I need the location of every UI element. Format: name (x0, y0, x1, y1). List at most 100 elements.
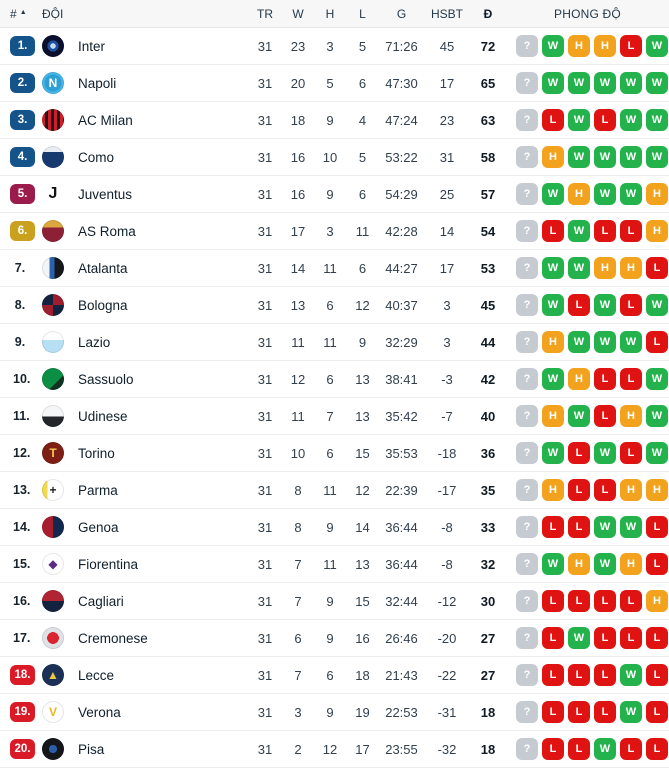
form-badge-unknown[interactable]: ? (516, 664, 538, 686)
team-name[interactable]: Bologna (78, 297, 128, 313)
form-badge-win[interactable]: W (542, 72, 564, 94)
form-badge-win[interactable]: W (646, 294, 668, 316)
form-badge-win[interactable]: W (620, 331, 642, 353)
form-badge-loss[interactable]: L (542, 516, 564, 538)
form-badge-draw[interactable]: H (568, 368, 590, 390)
form-badge-loss[interactable]: L (594, 368, 616, 390)
form-badge-win[interactable]: W (594, 442, 616, 464)
form-badge-draw[interactable]: H (620, 257, 642, 279)
team-name[interactable]: Torino (78, 445, 115, 461)
form-badge-unknown[interactable]: ? (516, 738, 538, 760)
form-badge-draw[interactable]: H (620, 553, 642, 575)
form-badge-loss[interactable]: L (594, 590, 616, 612)
table-row[interactable]: 4. Como 31 16 10 5 53:22 31 58 ? H W W W W (0, 139, 669, 176)
form-badge-win[interactable]: W (594, 72, 616, 94)
form-badge-loss[interactable]: L (620, 294, 642, 316)
form-badge-win[interactable]: W (542, 257, 564, 279)
table-row[interactable]: 13. + Parma 31 8 11 12 22:39 -17 35 ? H L L… (0, 472, 669, 509)
form-badge-win[interactable]: W (646, 405, 668, 427)
table-row[interactable]: 3. AC Milan 31 18 9 4 47:24 23 63 ? L W L W W (0, 102, 669, 139)
team-name[interactable]: Cremonese (78, 630, 148, 646)
form-badge-draw[interactable]: H (568, 35, 590, 57)
form-badge-loss[interactable]: L (542, 701, 564, 723)
form-badge-loss[interactable]: L (542, 664, 564, 686)
form-badge-draw[interactable]: H (646, 479, 668, 501)
form-badge-unknown[interactable]: ? (516, 553, 538, 575)
form-badge-draw[interactable]: H (646, 590, 668, 612)
team-name[interactable]: Napoli (78, 75, 117, 91)
form-badge-loss[interactable]: L (620, 442, 642, 464)
form-badge-loss[interactable]: L (646, 516, 668, 538)
form-badge-win[interactable]: W (594, 294, 616, 316)
form-badge-loss[interactable]: L (594, 405, 616, 427)
table-row[interactable]: 10. Sassuolo 31 12 6 13 38:41 -3 42 ? W H L… (0, 361, 669, 398)
form-badge-win[interactable]: W (646, 72, 668, 94)
form-badge-loss[interactable]: L (646, 331, 668, 353)
form-badge-win[interactable]: W (594, 331, 616, 353)
form-badge-loss[interactable]: L (568, 479, 590, 501)
team-name[interactable]: Como (78, 149, 115, 165)
column-header-rank[interactable]: # ▲ (0, 7, 40, 21)
form-badge-loss[interactable]: L (568, 664, 590, 686)
table-row[interactable]: 20. Pisa 31 2 12 17 23:55 -32 18 ? L L W L L (0, 731, 669, 768)
table-row[interactable]: 5. J Juventus 31 16 9 6 54:29 25 57 ? W H W… (0, 176, 669, 213)
form-badge-win[interactable]: W (542, 294, 564, 316)
form-badge-win[interactable]: W (568, 331, 590, 353)
column-header-team[interactable]: ĐỘI (42, 6, 64, 21)
form-badge-loss[interactable]: L (542, 627, 564, 649)
form-badge-loss[interactable]: L (646, 738, 668, 760)
form-badge-draw[interactable]: H (542, 331, 564, 353)
form-badge-draw[interactable]: H (542, 146, 564, 168)
form-badge-win[interactable]: W (646, 109, 668, 131)
team-name[interactable]: AC Milan (78, 112, 133, 128)
form-badge-loss[interactable]: L (646, 701, 668, 723)
form-badge-loss[interactable]: L (620, 368, 642, 390)
form-badge-win[interactable]: W (620, 146, 642, 168)
form-badge-win[interactable]: W (620, 664, 642, 686)
column-header-points[interactable]: Đ (483, 6, 493, 21)
form-badge-unknown[interactable]: ? (516, 294, 538, 316)
form-badge-unknown[interactable]: ? (516, 109, 538, 131)
team-name[interactable]: Fiorentina (78, 556, 139, 572)
table-row[interactable]: 8. Bologna 31 13 6 12 40:37 3 45 ? W L W L W (0, 287, 669, 324)
table-row[interactable]: 7. Atalanta 31 14 11 6 44:27 17 53 ? W W H H… (0, 250, 669, 287)
form-badge-draw[interactable]: H (620, 405, 642, 427)
form-badge-win[interactable]: W (646, 442, 668, 464)
form-badge-loss[interactable]: L (542, 109, 564, 131)
form-badge-unknown[interactable]: ? (516, 701, 538, 723)
table-row[interactable]: 14. Genoa 31 8 9 14 36:44 -8 33 ? L L W W L (0, 509, 669, 546)
form-badge-draw[interactable]: H (594, 35, 616, 57)
column-header-wins[interactable]: W (292, 6, 304, 21)
form-badge-loss[interactable]: L (620, 627, 642, 649)
form-badge-loss[interactable]: L (594, 627, 616, 649)
team-name[interactable]: Verona (78, 704, 121, 720)
table-row[interactable]: 2. N Napoli 31 20 5 6 47:30 17 65 ? W W W W W (0, 65, 669, 102)
team-name[interactable]: Juventus (78, 186, 133, 202)
form-badge-win[interactable]: W (594, 516, 616, 538)
form-badge-draw[interactable]: H (646, 183, 668, 205)
table-row[interactable]: 19. V Verona 31 3 9 19 22:53 -31 18 ? L L L… (0, 694, 669, 731)
team-name[interactable]: Genoa (78, 519, 119, 535)
form-badge-loss[interactable]: L (646, 627, 668, 649)
form-badge-unknown[interactable]: ? (516, 72, 538, 94)
table-row[interactable]: 12. T Torino 31 10 6 15 35:53 -18 36 ? W L… (0, 435, 669, 472)
column-header-goals[interactable]: G (396, 6, 407, 21)
table-row[interactable]: 11. Udinese 31 11 7 13 35:42 -7 40 ? H W L H… (0, 398, 669, 435)
form-badge-win[interactable]: W (646, 146, 668, 168)
form-badge-unknown[interactable]: ? (516, 627, 538, 649)
form-badge-unknown[interactable]: ? (516, 220, 538, 242)
form-badge-unknown[interactable]: ? (516, 442, 538, 464)
form-badge-unknown[interactable]: ? (516, 516, 538, 538)
form-badge-loss[interactable]: L (646, 664, 668, 686)
form-badge-win[interactable]: W (568, 109, 590, 131)
form-badge-loss[interactable]: L (594, 220, 616, 242)
table-row[interactable]: 6. AS Roma 31 17 3 11 42:28 14 54 ? L W L L H (0, 213, 669, 250)
form-badge-unknown[interactable]: ? (516, 257, 538, 279)
form-badge-loss[interactable]: L (568, 590, 590, 612)
form-badge-loss[interactable]: L (646, 257, 668, 279)
form-badge-win[interactable]: W (594, 553, 616, 575)
column-header-played[interactable]: TR (257, 6, 273, 21)
table-row[interactable]: 16. Cagliari 31 7 9 15 32:44 -12 30 ? L L L… (0, 583, 669, 620)
form-badge-loss[interactable]: L (568, 516, 590, 538)
form-badge-win[interactable]: W (542, 368, 564, 390)
